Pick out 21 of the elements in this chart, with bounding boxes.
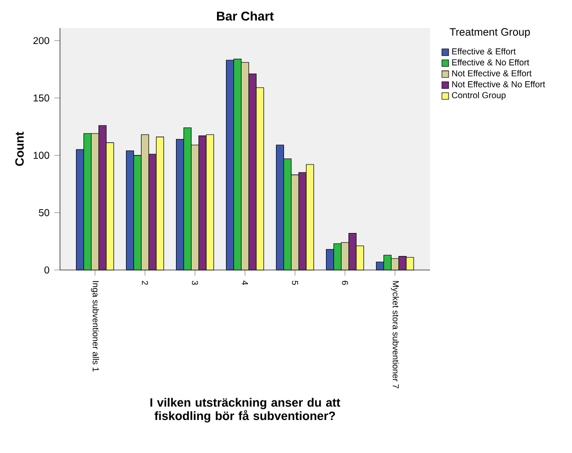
y-tick-label: 100 <box>34 152 50 159</box>
x-axis-title: I vilken utsträckning anser du att fiskodling bör få subventioner? <box>150 398 340 423</box>
legend-label: Effective & Effort <box>452 48 516 54</box>
legend-label: Effective & No Effort <box>452 59 530 66</box>
chart-title: Bar Chart <box>217 11 274 21</box>
x-tick-label: 6 <box>342 280 348 285</box>
y-tick-label: 200 <box>33 37 50 44</box>
x-tick-label: 3 <box>192 280 198 285</box>
y-axis-title: Count <box>15 132 24 166</box>
legend-label: Control Group <box>452 92 506 100</box>
x-tick-label: 4 <box>242 280 248 285</box>
x-tick-label: 5 <box>292 280 298 285</box>
x-tick-label: 2 <box>142 280 148 285</box>
legend-label: Not Effective & No Effort <box>452 80 546 88</box>
x-tick-label: Mycket stora subventioner 7 <box>390 281 400 388</box>
y-tick-label: 50 <box>38 209 50 216</box>
x-tick-label: Inga subventioner alls 1 <box>90 281 100 372</box>
y-tick-label: 0 <box>44 266 50 274</box>
legend-title: Treatment Group <box>450 28 530 38</box>
legend-label: Not Effective & Effort <box>452 70 532 76</box>
y-tick-label: 150 <box>34 94 50 102</box>
